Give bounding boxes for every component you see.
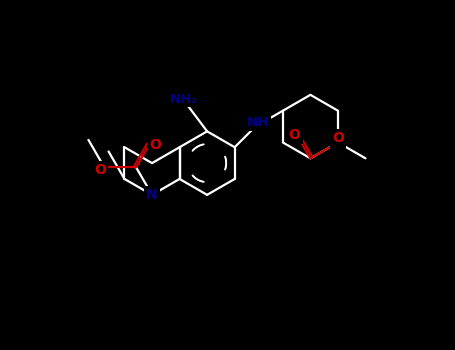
Text: O: O	[332, 132, 344, 146]
Text: O: O	[95, 163, 106, 177]
Text: O: O	[149, 138, 161, 152]
Text: N: N	[146, 188, 158, 202]
Text: NH₂: NH₂	[170, 92, 198, 105]
Text: NH: NH	[247, 116, 269, 129]
Text: O: O	[288, 128, 300, 142]
